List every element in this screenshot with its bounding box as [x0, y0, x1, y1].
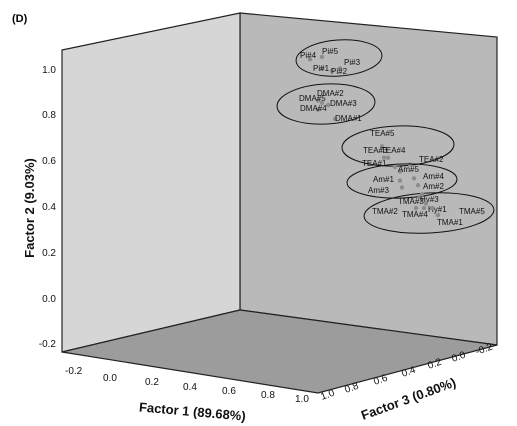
point-label: TMA#1	[437, 218, 463, 227]
y-axis-title: Factor 2 (9.03%)	[22, 158, 37, 258]
data-point	[379, 144, 385, 149]
z-tick-label: 0.0	[450, 350, 467, 365]
x-tick-label: 1.0	[295, 394, 309, 405]
point-label: TMA#3	[398, 197, 424, 206]
data-point	[332, 116, 338, 122]
point-label: Pi#3	[344, 58, 361, 67]
data-point	[392, 164, 398, 170]
y-tick-label: 0.4	[42, 202, 56, 213]
data-point	[315, 98, 321, 103]
back-wall	[239, 12, 498, 346]
point-label: Pi#2	[331, 67, 348, 76]
data-point	[397, 169, 403, 174]
point-label: TMA#2	[372, 207, 398, 216]
point-label: TMA#5	[459, 207, 485, 216]
z-tick-label: 0.2	[426, 357, 443, 372]
y-tick-label: 0.8	[42, 110, 56, 121]
y-tick-label: 0.2	[42, 248, 56, 259]
data-point	[399, 185, 405, 190]
group-ellipse	[341, 125, 455, 167]
point-label: DMA#1	[335, 114, 362, 123]
point-label: Hy#3	[420, 195, 439, 204]
z-tick-label: 0.6	[372, 373, 389, 388]
data-point	[429, 205, 435, 211]
z-axis-ticks: 1.0 0.8 0.6 0.4 0.2 0.0 -0.2	[319, 341, 494, 402]
group-ellipse	[363, 192, 495, 234]
y-tick-label: 1.0	[42, 65, 56, 76]
point-label: DMA#3	[330, 99, 357, 108]
data-point	[435, 212, 441, 218]
x-axis-ticks: -0.2 0.0 0.2 0.4 0.6 0.8 1.0	[65, 366, 309, 405]
y-tick-label: -0.2	[39, 339, 57, 350]
data-point	[423, 201, 429, 206]
point-label: Pi#4	[300, 51, 317, 60]
point-label: Am#2	[423, 182, 444, 191]
data-point	[329, 68, 335, 73]
data-point	[319, 54, 325, 60]
point-label: Am#5	[398, 165, 419, 174]
data-point	[315, 107, 321, 112]
point-label: DMA#5	[299, 94, 326, 103]
x-tick-label: -0.2	[65, 366, 83, 377]
point-label: TEA#4	[381, 146, 406, 155]
data-point	[419, 192, 425, 197]
point-label: Hy#1	[428, 205, 447, 214]
data-point	[413, 205, 419, 211]
data-point	[397, 178, 403, 183]
z-tick-label: 0.8	[343, 381, 360, 396]
group-ellipse	[295, 39, 383, 77]
data-point	[319, 100, 325, 105]
data-point	[337, 66, 343, 71]
x-tick-label: 0.6	[222, 386, 236, 397]
point-label: Pi#1	[313, 64, 330, 73]
data-point	[415, 183, 421, 188]
panel-label: (D)	[12, 13, 28, 25]
x-tick-label: 0.2	[145, 377, 159, 388]
z-tick-label: 0.4	[400, 365, 417, 380]
data-point	[381, 155, 387, 160]
x-tick-label: 0.8	[261, 390, 275, 401]
point-label: TEA#1	[362, 159, 387, 168]
group-ellipse	[346, 163, 458, 199]
data-point	[411, 176, 417, 181]
point-label: Pi#5	[322, 47, 339, 56]
y-tick-label: 0.6	[42, 156, 56, 167]
x-tick-label: 0.0	[103, 373, 117, 384]
data-point	[325, 102, 331, 108]
y-axis-ticks: -0.2 0.0 0.2 0.4 0.6 0.8 1.0	[39, 65, 57, 350]
floor	[61, 309, 498, 394]
data-point	[307, 57, 313, 62]
point-label: Am#3	[368, 186, 389, 195]
y-tick-label: 0.0	[42, 294, 56, 305]
point-label: Am#1	[373, 175, 394, 184]
data-point	[319, 66, 325, 71]
point-label: TEA#5	[370, 129, 395, 138]
point-label: DMA#2	[317, 89, 344, 98]
group-ellipse	[276, 83, 376, 125]
point-label: DMA#4	[300, 104, 327, 113]
x-tick-label: 0.4	[183, 382, 197, 393]
point-label: TEA#3	[363, 146, 388, 155]
data-point	[385, 155, 391, 160]
point-label: Am#4	[423, 172, 444, 181]
point-label: TEA#2	[419, 155, 444, 164]
left-wall	[61, 12, 241, 353]
x-axis-title: Factor 1 (89.68%)	[138, 399, 246, 423]
box	[61, 12, 498, 394]
data-layer: Pi#4 Pi#5 Pi#3 Pi#1 Pi#2 DMA#5DMA#2DMA#3DMA#4…	[276, 39, 495, 234]
point-label: TMA#4	[402, 210, 428, 219]
data-point	[421, 205, 427, 211]
z-tick-label: 1.0	[319, 388, 336, 403]
